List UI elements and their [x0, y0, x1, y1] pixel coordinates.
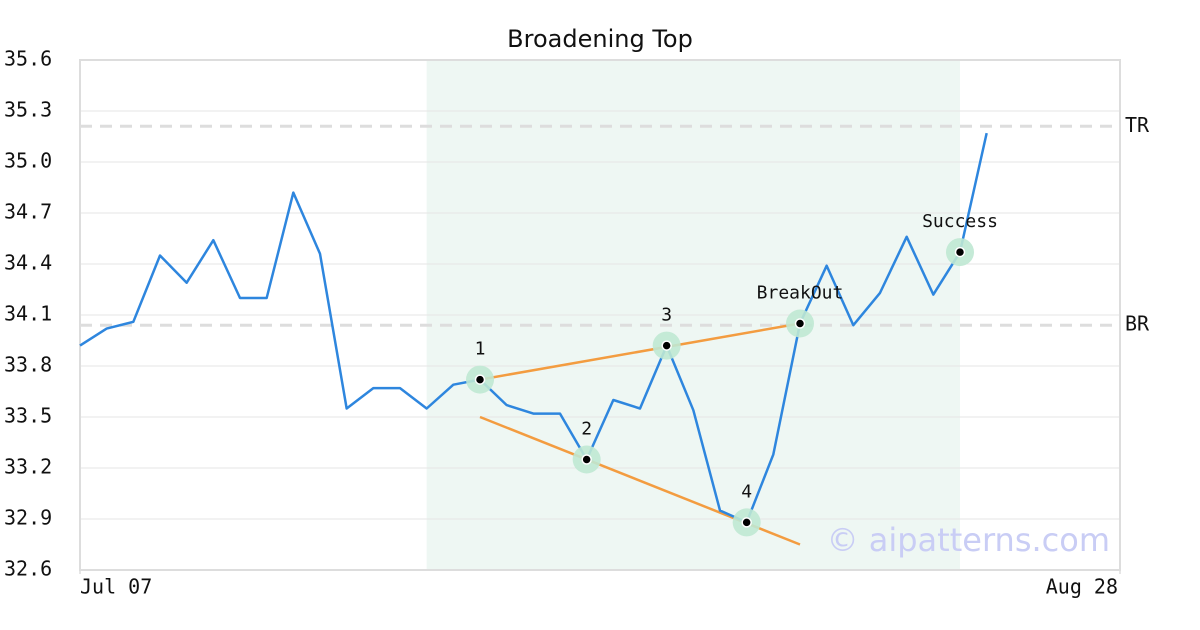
- y-tick-label: 32.9: [4, 506, 52, 530]
- plot-border: [79, 59, 1121, 571]
- point-label: BreakOut: [757, 283, 844, 304]
- y-tick-label: 33.5: [4, 404, 52, 428]
- y-tick-label: 33.8: [4, 353, 52, 377]
- point-label: 2: [581, 419, 592, 440]
- point-label: 1: [475, 339, 486, 360]
- y-tick-label: 34.7: [4, 200, 52, 224]
- point-label: 3: [661, 305, 672, 326]
- point-dot: [661, 340, 672, 351]
- trendline: [479, 322, 801, 381]
- point-dot: [581, 454, 592, 465]
- level-label: TR: [1125, 113, 1150, 137]
- point-dot: [794, 318, 806, 329]
- point-label: Success: [922, 211, 998, 232]
- x-tick-label: Jul 07: [80, 575, 152, 599]
- point-dot: [954, 246, 966, 258]
- point-dot: [474, 374, 486, 385]
- y-tick-label: 35.0: [4, 149, 52, 173]
- x-tick-label: Aug 28: [1046, 575, 1118, 599]
- y-tick-label: 32.6: [4, 557, 52, 581]
- y-tick-label: 33.2: [4, 455, 52, 479]
- y-tick-label: 35.6: [4, 47, 52, 71]
- chart-title: Broadening Top: [507, 25, 693, 53]
- point-dot: [741, 517, 752, 528]
- y-tick-label: 35.3: [4, 98, 52, 122]
- point-label: 4: [741, 481, 752, 502]
- watermark: © aipatterns.com: [827, 521, 1110, 559]
- price-line: [79, 132, 988, 524]
- y-tick-label: 34.1: [4, 302, 52, 326]
- y-tick-label: 34.4: [4, 251, 52, 275]
- level-label: BR: [1125, 312, 1150, 336]
